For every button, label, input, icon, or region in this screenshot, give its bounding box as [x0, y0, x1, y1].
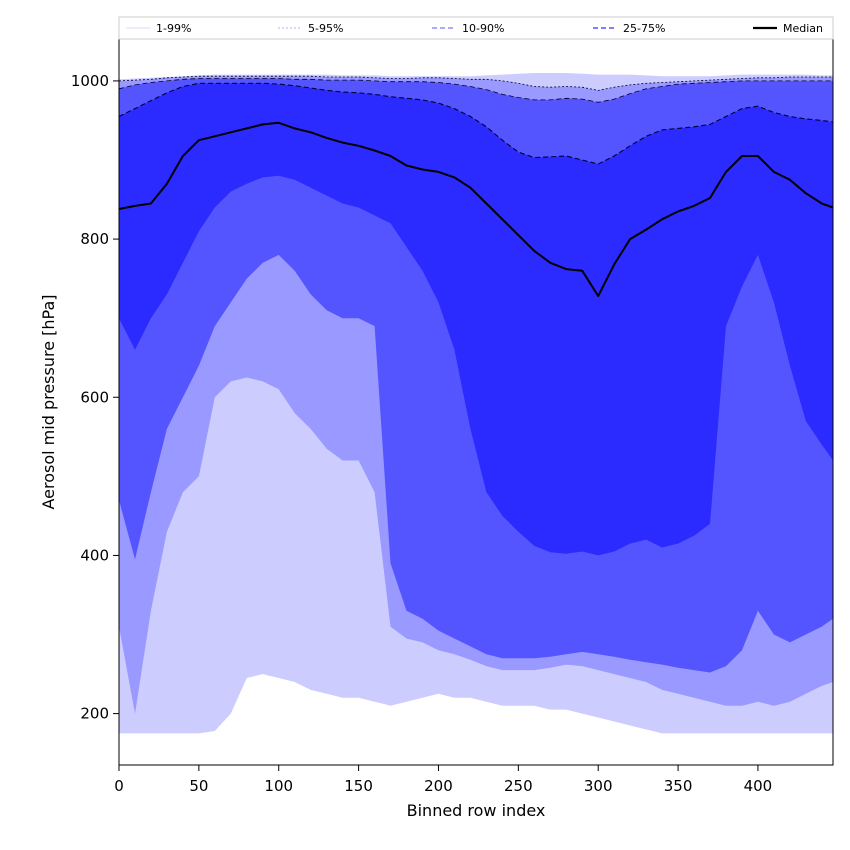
- x-tick-label: 250: [504, 777, 533, 795]
- legend: 1-99% 5-95% 10-90% 25-75% Median: [118, 16, 834, 40]
- x-tick-label: 150: [344, 777, 373, 795]
- y-tick-label: 800: [80, 230, 109, 248]
- y-tick-label: 200: [80, 705, 109, 723]
- x-axis: 0 50 100 150 200 250 300 350 400: [114, 765, 772, 795]
- band-upper-edge-5-95pct: [118, 75, 833, 91]
- percentile-bands: [118, 73, 834, 734]
- y-axis-label: Aerosol mid pressure [hPa]: [39, 294, 58, 509]
- median-line-group: [118, 121, 834, 297]
- legend-box: [118, 16, 834, 40]
- x-tick-label: 100: [264, 777, 293, 795]
- y-axis: 200 400 600 800 1000: [71, 72, 119, 723]
- band-25-75pct: [119, 83, 833, 556]
- x-axis-label: Binned row index: [407, 801, 546, 820]
- y-tick-label: 400: [80, 546, 109, 564]
- x-tick-label: 350: [664, 777, 693, 795]
- legend-label: 25-75%: [623, 22, 665, 35]
- legend-label: 10-90%: [462, 22, 504, 35]
- x-tick-label: 200: [424, 777, 453, 795]
- band-upper-edge-25-75pct: [118, 82, 834, 165]
- x-tick-label: 0: [114, 777, 124, 795]
- x-tick-label: 300: [584, 777, 613, 795]
- y-tick-label: 600: [80, 388, 109, 406]
- y-tick-label: 1000: [71, 72, 109, 90]
- legend-label: 5-95%: [308, 22, 343, 35]
- legend-label: 1-99%: [156, 22, 191, 35]
- band-upper-edge-10-90pct: [118, 78, 833, 103]
- median-line: [118, 121, 834, 297]
- legend-label: Median: [783, 22, 823, 35]
- x-tick-label: 400: [744, 777, 773, 795]
- x-tick-label: 50: [189, 777, 208, 795]
